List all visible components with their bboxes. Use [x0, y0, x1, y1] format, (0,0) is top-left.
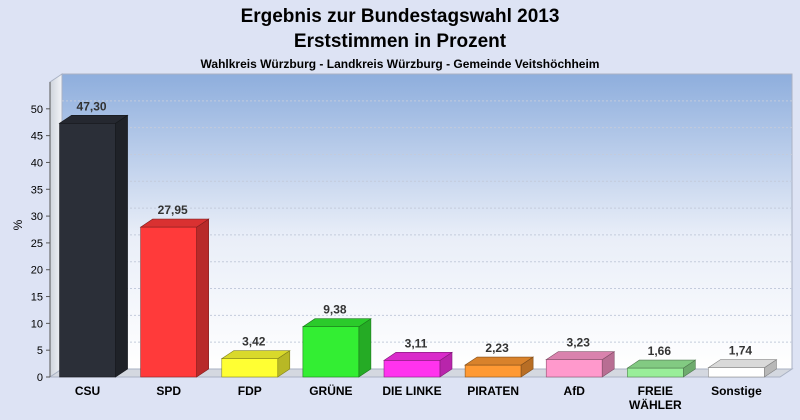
category-label: DIE LINKE	[382, 384, 441, 398]
category-label: FDP	[238, 384, 262, 398]
bar	[59, 123, 116, 378]
bar	[627, 367, 684, 378]
bar-top	[220, 350, 291, 359]
data-label: 3,11	[405, 336, 428, 350]
bar-top	[58, 115, 129, 124]
y-tick-label: 0	[37, 372, 43, 384]
category-label: Sonstige	[711, 384, 762, 398]
chart-subtitle-constituency: Wahlkreis Würzburg - Landkreis Würzburg …	[200, 57, 600, 71]
bar-side	[196, 218, 209, 378]
data-label: 3,42	[242, 335, 266, 349]
category-label: SPD	[156, 384, 181, 398]
bar-top	[545, 351, 616, 360]
y-tick-label: 40	[31, 157, 43, 169]
y-axis-label: %	[11, 219, 25, 230]
category-label: CSU	[75, 384, 100, 398]
bar-top	[301, 318, 372, 327]
data-label: 47,30	[77, 99, 107, 113]
y-tick-label: 10	[31, 318, 43, 330]
data-label: 1,74	[729, 344, 753, 358]
bar	[302, 326, 360, 378]
chart-subtitle: Erststimmen in Prozent	[293, 31, 507, 52]
y-tick-label: 50	[31, 104, 43, 116]
data-label: 27,95	[158, 203, 188, 217]
chart-titles: Ergebnis zur Bundestagswahl 2013 Erststi…	[0, 0, 800, 71]
category-label: FREIE WÄHLER	[629, 384, 682, 412]
bar	[221, 358, 279, 378]
bar	[464, 364, 522, 378]
bar-side	[115, 114, 128, 378]
bar-top	[626, 359, 697, 369]
y-tick-label: 15	[31, 292, 43, 304]
y-tick-label: 5	[37, 345, 43, 357]
data-label: 3,23	[567, 336, 591, 350]
bar	[383, 360, 441, 378]
category-label: AfD	[564, 384, 586, 398]
data-label: 1,66	[648, 344, 672, 358]
bar-side	[358, 318, 372, 378]
y-tick-label: 25	[31, 238, 43, 250]
data-label: 2,23	[485, 341, 509, 355]
y-tick-label: 30	[31, 211, 43, 223]
category-label: GRÜNE	[309, 383, 352, 398]
bar-top	[464, 356, 535, 366]
y-tick-label: 20	[31, 265, 43, 277]
bar-top	[139, 218, 210, 228]
chart-title: Ergebnis zur Bundestagswahl 2013	[240, 6, 560, 27]
y-tick-label: 45	[31, 131, 43, 143]
category-label: PIRATEN	[467, 384, 519, 398]
y-tick-label: 35	[31, 184, 43, 196]
bar-top	[383, 352, 453, 361]
data-label: 9,38	[323, 303, 347, 317]
bar-top	[707, 359, 778, 368]
bar	[545, 359, 603, 378]
bar	[140, 226, 197, 378]
bar	[708, 367, 765, 378]
